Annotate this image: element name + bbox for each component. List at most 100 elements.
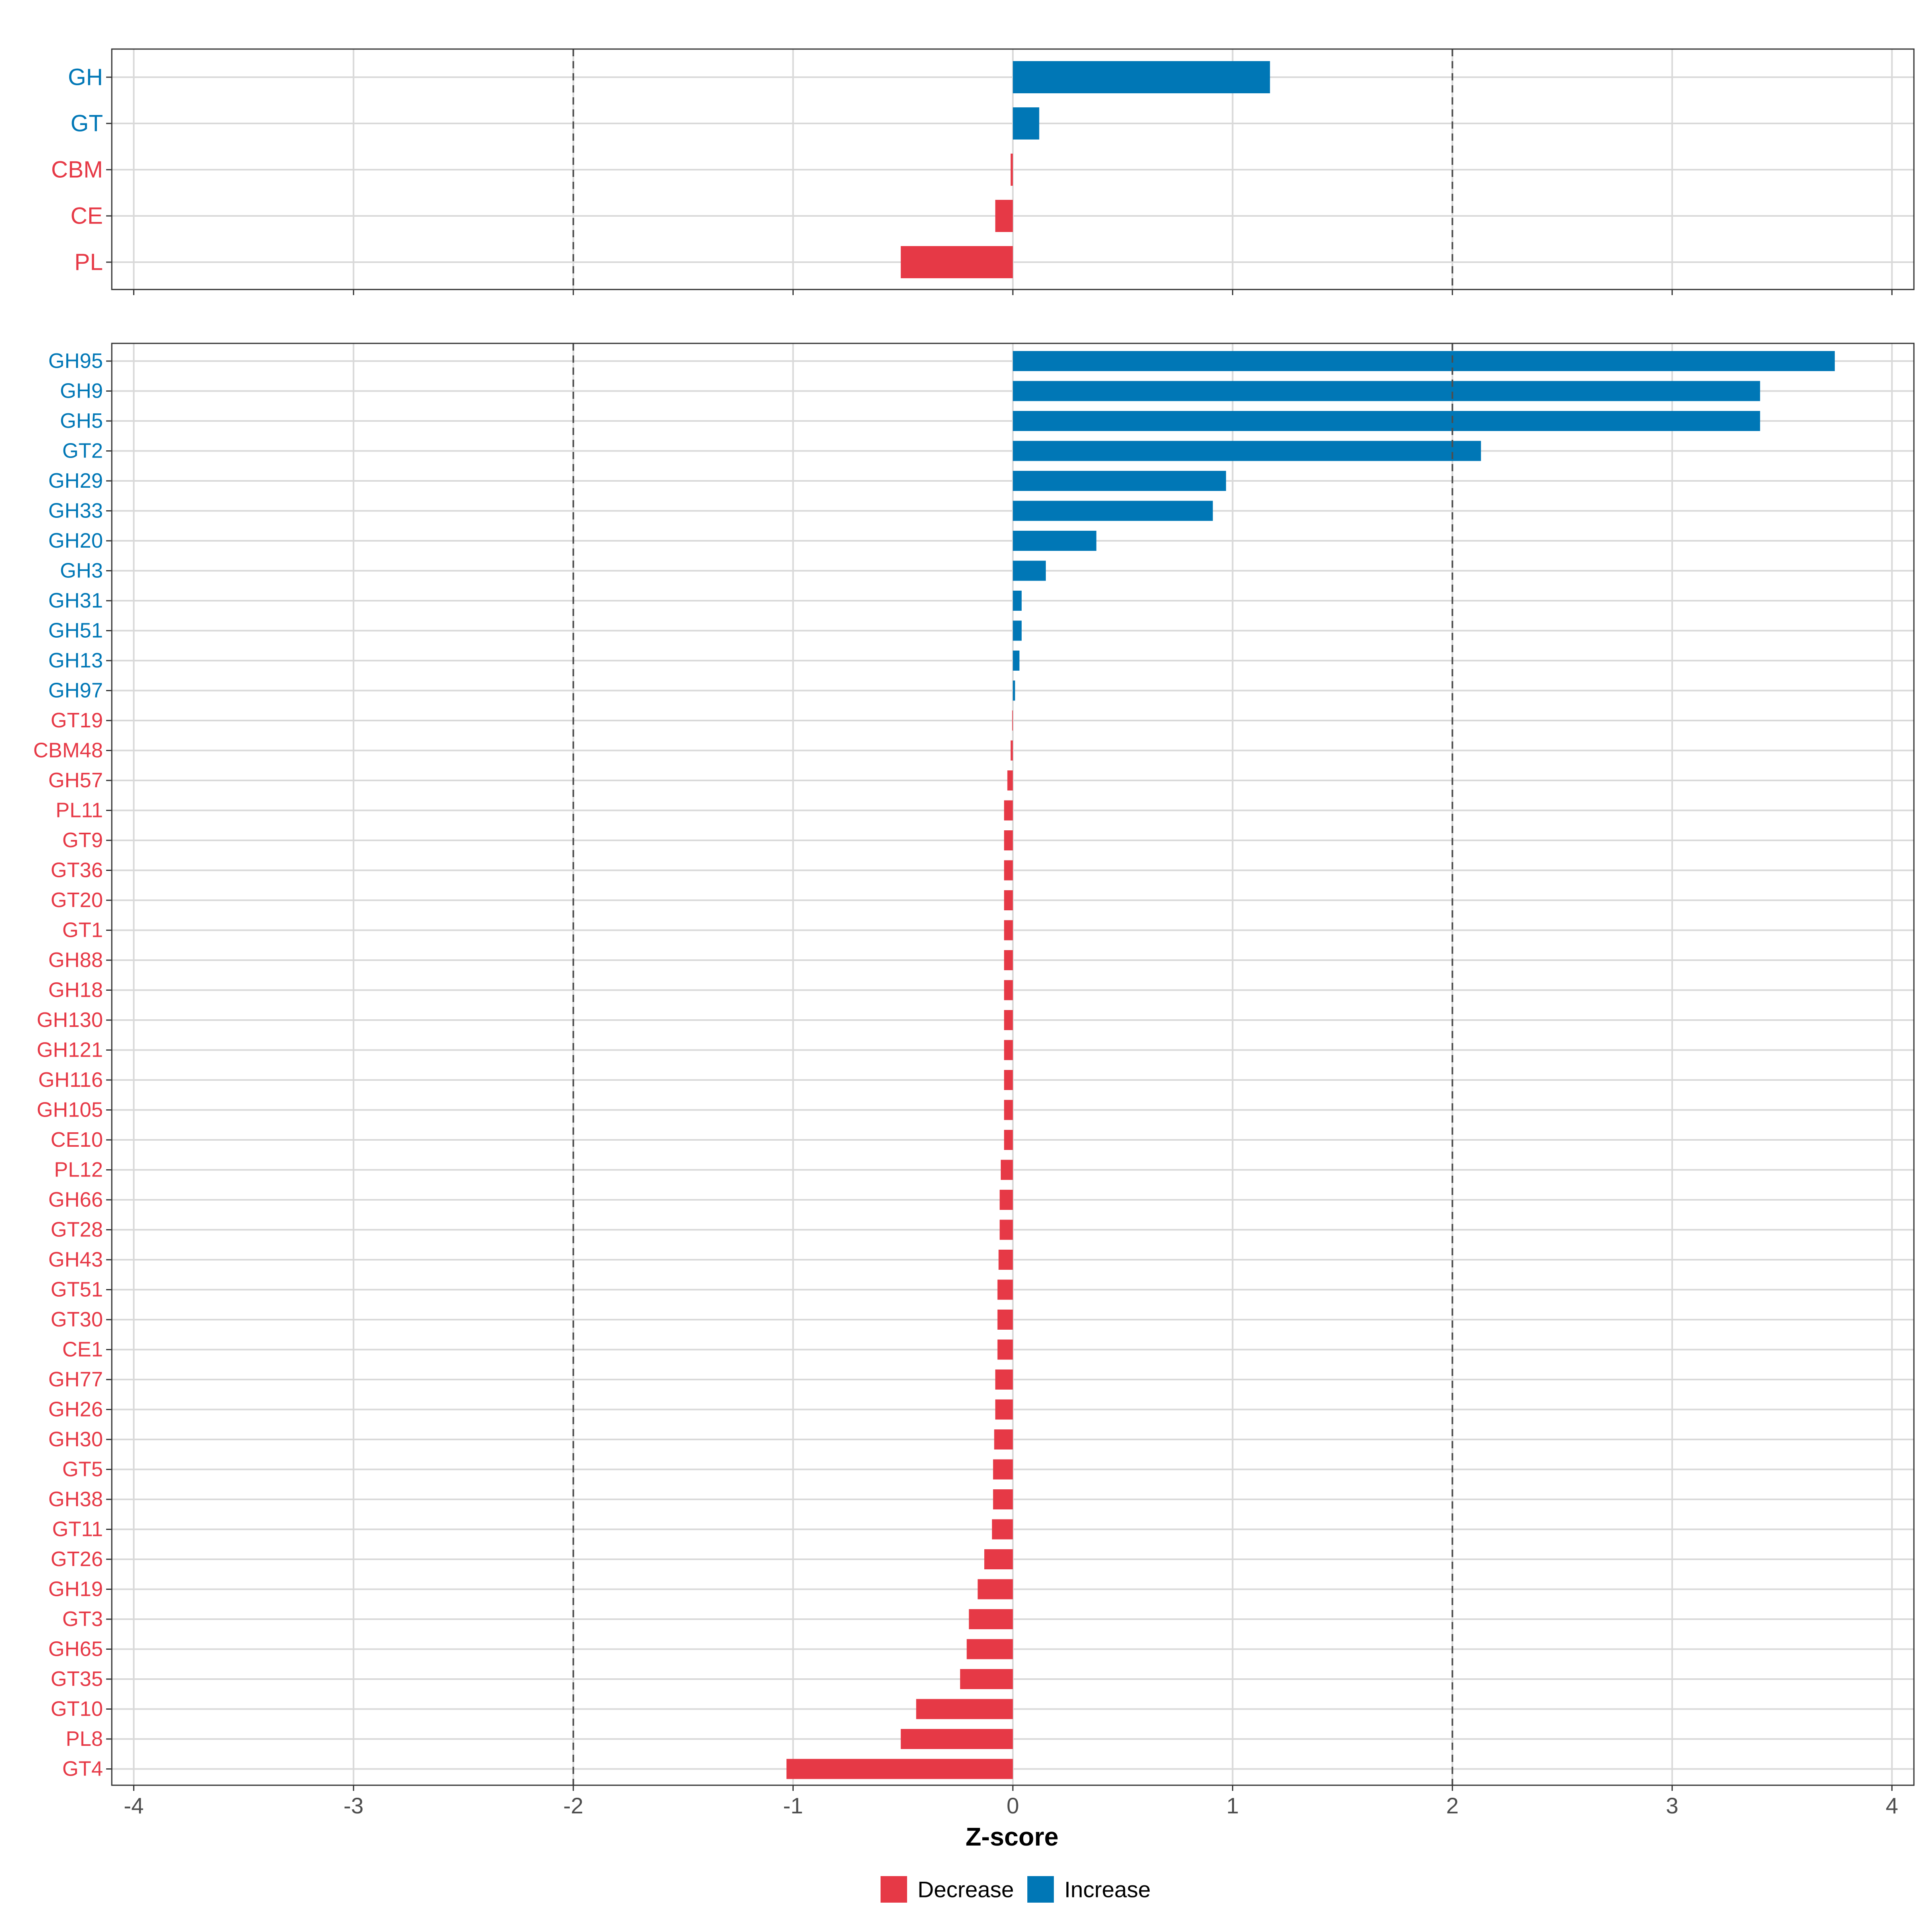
bar-pl8[interactable] — [901, 1729, 1013, 1749]
x-tick-label: 4 — [1886, 1793, 1898, 1818]
bar-gh97[interactable] — [1013, 680, 1015, 701]
y-tick-label: GH29 — [48, 469, 103, 493]
y-tick-label: CE — [70, 203, 103, 229]
x-tick-label: 1 — [1226, 1793, 1239, 1818]
legend-swatch-increase — [1027, 1876, 1054, 1903]
y-tick-label: PL — [74, 249, 103, 275]
bar-gh[interactable] — [1013, 61, 1270, 93]
bar-gh9[interactable] — [1013, 381, 1760, 401]
bar-gh95[interactable] — [1013, 351, 1835, 371]
bar-gh29[interactable] — [1013, 471, 1226, 491]
legend: Decrease Increase — [881, 1876, 1151, 1903]
bar-gt4[interactable] — [786, 1759, 1013, 1779]
y-tick-label: GH43 — [48, 1248, 103, 1271]
bar-cbm[interactable] — [1010, 154, 1013, 186]
x-tick-label: 0 — [1006, 1793, 1019, 1818]
y-tick-label: GH26 — [48, 1398, 103, 1421]
y-tick-label: CE1 — [62, 1338, 103, 1361]
y-tick-label: GT26 — [51, 1548, 103, 1571]
bar-gt[interactable] — [1013, 107, 1039, 140]
y-tick-label: GH38 — [48, 1488, 103, 1511]
y-tick-label: GT10 — [51, 1698, 103, 1721]
y-tick-label: GH130 — [37, 1008, 103, 1032]
y-tick-label: GT28 — [51, 1218, 103, 1242]
bar-gt36[interactable] — [1004, 860, 1013, 881]
panel-family: GH95 GH9 GH5 GT2 GH29 GH33 GH20 GH3 GH31 GH51 GH13… — [33, 343, 1915, 1791]
x-tick-label: 2 — [1446, 1793, 1459, 1818]
legend-label-increase: Increase — [1064, 1877, 1151, 1902]
bar-pl11[interactable] — [1004, 800, 1013, 821]
y-tick-label: PL11 — [55, 799, 103, 822]
y-tick-label: CBM48 — [33, 739, 103, 762]
y-tick-label: GH97 — [48, 679, 103, 702]
bar-gh121[interactable] — [1004, 1040, 1013, 1060]
bar-gt9[interactable] — [1004, 830, 1013, 850]
y-tick-label: GH66 — [48, 1188, 103, 1211]
y-tick-label: GH20 — [48, 529, 103, 552]
bar-gh116[interactable] — [1004, 1070, 1013, 1090]
bar-gh65[interactable] — [967, 1639, 1013, 1659]
y-tick-label: GH116 — [38, 1068, 103, 1092]
bar-pl[interactable] — [901, 246, 1013, 278]
bar-cbm48[interactable] — [1010, 740, 1013, 761]
bar-gh18[interactable] — [1004, 980, 1013, 1000]
y-tick-label: GT36 — [51, 859, 103, 882]
y-tick-label: GT1 — [62, 919, 103, 942]
y-tick-label: GT5 — [62, 1458, 103, 1481]
bar-gh5[interactable] — [1013, 411, 1760, 431]
y-tick-label: GH77 — [48, 1368, 103, 1391]
y-tick-label: PL8 — [66, 1727, 103, 1751]
bar-gh51[interactable] — [1013, 620, 1022, 641]
bar-gh105[interactable] — [1004, 1100, 1013, 1120]
x-axis: -4 -3 -2 -1 0 1 2 3 4 — [124, 1793, 1898, 1818]
bar-gt30[interactable] — [997, 1310, 1013, 1330]
y-tick-label: GH9 — [60, 380, 103, 403]
bar-ce[interactable] — [995, 200, 1013, 232]
bar-gh31[interactable] — [1013, 591, 1022, 611]
bar-gt20[interactable] — [1004, 890, 1013, 910]
bar-gh19[interactable] — [977, 1579, 1013, 1599]
y-tick-label: GH95 — [48, 349, 103, 373]
bar-ce1[interactable] — [997, 1339, 1013, 1360]
bar-gh38[interactable] — [993, 1489, 1013, 1509]
y-tick-label: GH51 — [48, 619, 103, 643]
y-tick-label: GT35 — [51, 1667, 103, 1691]
bar-gt5[interactable] — [993, 1459, 1013, 1480]
bar-gt28[interactable] — [1000, 1220, 1013, 1240]
bar-gh26[interactable] — [995, 1399, 1013, 1420]
bar-pl12[interactable] — [1000, 1160, 1013, 1180]
bar-gh20[interactable] — [1013, 531, 1096, 551]
x-tick-label: -2 — [563, 1793, 583, 1818]
bar-gt1[interactable] — [1004, 920, 1013, 940]
bar-gh77[interactable] — [995, 1369, 1013, 1390]
bar-gt19[interactable] — [1012, 710, 1013, 731]
bar-gh57[interactable] — [1007, 770, 1013, 790]
y-tick-label: GT2 — [62, 439, 103, 463]
bar-gh30[interactable] — [994, 1429, 1013, 1450]
y-tick-label: GT20 — [51, 889, 103, 912]
y-tick-label: PL12 — [54, 1158, 103, 1182]
bar-gh88[interactable] — [1004, 950, 1013, 970]
y-tick-label: GH — [68, 64, 103, 90]
bar-gh33[interactable] — [1013, 501, 1213, 521]
bar-gt10[interactable] — [916, 1699, 1013, 1719]
bar-gh43[interactable] — [998, 1250, 1013, 1270]
bar-gh3[interactable] — [1013, 561, 1046, 581]
x-tick-label: -4 — [124, 1793, 144, 1818]
y-tick-label: GH5 — [60, 409, 103, 433]
panel-class: GH GT CBM CE PL — [51, 48, 1915, 295]
bar-gt35[interactable] — [960, 1669, 1013, 1689]
y-tick-label: GH3 — [60, 559, 103, 583]
bar-gh130[interactable] — [1004, 1010, 1013, 1030]
bar-ce10[interactable] — [1004, 1130, 1013, 1150]
bar-gh66[interactable] — [1000, 1190, 1013, 1210]
bar-gt51[interactable] — [997, 1279, 1013, 1300]
bar-gt2[interactable] — [1013, 441, 1481, 461]
bar-gt11[interactable] — [992, 1519, 1013, 1540]
x-tick-label: 3 — [1666, 1793, 1678, 1818]
bar-gh13[interactable] — [1013, 651, 1020, 671]
bar-gt26[interactable] — [984, 1549, 1013, 1569]
bar-gt3[interactable] — [969, 1609, 1013, 1629]
